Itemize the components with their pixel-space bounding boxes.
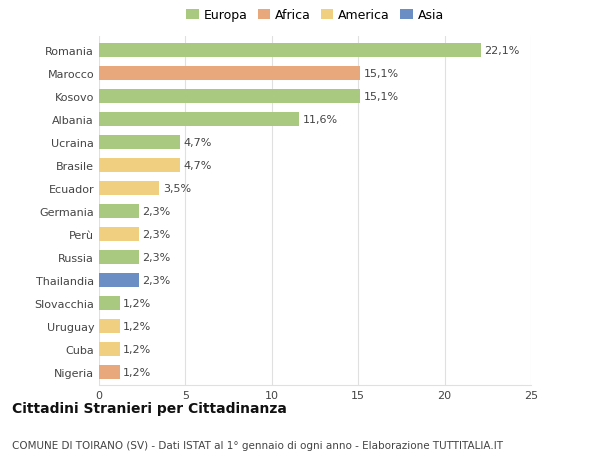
Bar — [99, 250, 139, 264]
Text: COMUNE DI TOIRANO (SV) - Dati ISTAT al 1° gennaio di ogni anno - Elaborazione TU: COMUNE DI TOIRANO (SV) - Dati ISTAT al 1… — [12, 440, 503, 450]
Bar — [99, 319, 120, 333]
Text: 2,3%: 2,3% — [142, 206, 170, 216]
Bar — [99, 365, 120, 379]
Text: 3,5%: 3,5% — [163, 183, 191, 193]
Bar — [99, 112, 299, 126]
Bar — [99, 273, 139, 287]
Text: Cittadini Stranieri per Cittadinanza: Cittadini Stranieri per Cittadinanza — [12, 402, 287, 415]
Text: 2,3%: 2,3% — [142, 229, 170, 239]
Bar — [99, 67, 360, 80]
Bar — [99, 204, 139, 218]
Bar — [99, 158, 180, 172]
Text: 1,2%: 1,2% — [123, 321, 151, 331]
Text: 2,3%: 2,3% — [142, 252, 170, 262]
Bar — [99, 227, 139, 241]
Bar — [99, 135, 180, 149]
Text: 15,1%: 15,1% — [364, 68, 398, 78]
Bar — [99, 181, 160, 195]
Text: 1,2%: 1,2% — [123, 344, 151, 354]
Text: 4,7%: 4,7% — [184, 137, 212, 147]
Text: 4,7%: 4,7% — [184, 160, 212, 170]
Text: 2,3%: 2,3% — [142, 275, 170, 285]
Text: 15,1%: 15,1% — [364, 91, 398, 101]
Bar — [99, 44, 481, 57]
Bar — [99, 342, 120, 356]
Text: 11,6%: 11,6% — [303, 114, 338, 124]
Bar — [99, 296, 120, 310]
Bar — [99, 90, 360, 103]
Legend: Europa, Africa, America, Asia: Europa, Africa, America, Asia — [181, 4, 449, 27]
Text: 1,2%: 1,2% — [123, 367, 151, 377]
Text: 22,1%: 22,1% — [484, 45, 520, 56]
Text: 1,2%: 1,2% — [123, 298, 151, 308]
